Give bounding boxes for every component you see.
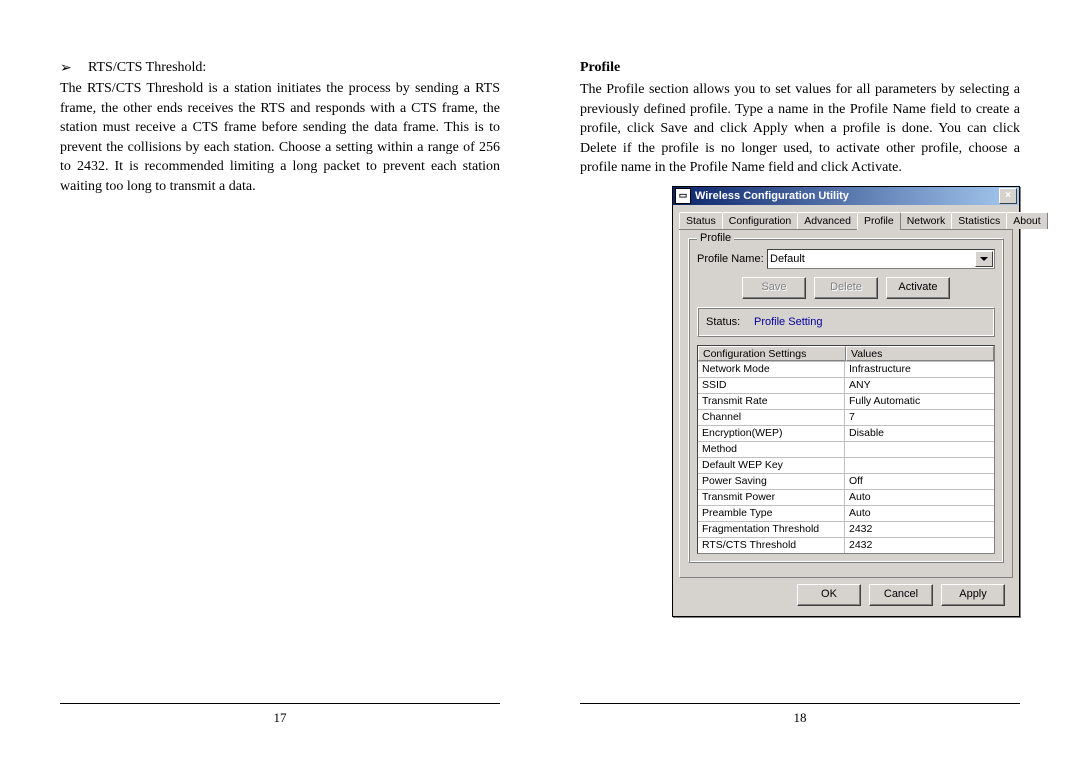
chevron-down-icon (980, 257, 988, 261)
combo-dropdown-button[interactable] (975, 251, 993, 267)
settings-grid: Configuration SettingsValuesNetwork Mode… (697, 345, 995, 554)
page-number-right: 18 (580, 710, 1020, 726)
setting-name-cell: Encryption(WEP) (698, 426, 845, 441)
tab-advanced[interactable]: Advanced (797, 212, 858, 229)
left-body-text: The RTS/CTS Threshold is a station initi… (60, 79, 500, 197)
dialog-body: StatusConfigurationAdvancedProfileNetwor… (673, 205, 1019, 616)
page-number-left: 17 (60, 710, 500, 726)
setting-value-cell: 7 (845, 410, 994, 425)
close-button[interactable]: × (999, 188, 1017, 204)
setting-value-cell (845, 458, 994, 473)
grid-row[interactable]: Transmit PowerAuto (698, 490, 994, 506)
dialog-titlebar[interactable]: ▭ Wireless Configuration Utility × (673, 187, 1019, 205)
grid-header-cell[interactable]: Values (846, 346, 994, 361)
tab-about[interactable]: About (1006, 212, 1047, 229)
grid-header-row: Configuration SettingsValues (698, 346, 994, 362)
grid-row[interactable]: RTS/CTS Threshold2432 (698, 538, 994, 553)
setting-name-cell: Default WEP Key (698, 458, 845, 473)
tab-strip: StatusConfigurationAdvancedProfileNetwor… (679, 211, 1013, 230)
tab-panel-profile: Profile Profile Name: Default Save Delet… (679, 230, 1013, 578)
bullet-label: RTS/CTS Threshold: (88, 60, 500, 77)
apply-button[interactable]: Apply (941, 584, 1005, 606)
status-box: Status: Profile Setting (697, 307, 995, 337)
grid-row[interactable]: Transmit RateFully Automatic (698, 394, 994, 410)
setting-value-cell: ANY (845, 378, 994, 393)
setting-value-cell: 2432 (845, 522, 994, 537)
tab-status[interactable]: Status (679, 212, 723, 229)
setting-name-cell: Transmit Rate (698, 394, 845, 409)
setting-value-cell: Disable (845, 426, 994, 441)
profile-name-combo[interactable]: Default (767, 249, 995, 269)
page-right: Profile The Profile section allows you t… (580, 60, 1020, 740)
tab-statistics[interactable]: Statistics (951, 212, 1007, 229)
cancel-button[interactable]: Cancel (869, 584, 933, 606)
status-value: Profile Setting (754, 316, 822, 328)
setting-value-cell: Auto (845, 490, 994, 505)
setting-name-cell: SSID (698, 378, 845, 393)
setting-name-cell: RTS/CTS Threshold (698, 538, 845, 553)
right-body-text: The Profile section allows you to set va… (580, 80, 1020, 178)
app-icon: ▭ (675, 188, 691, 204)
dialog-title: Wireless Configuration Utility (695, 190, 999, 202)
profile-groupbox: Profile Profile Name: Default Save Delet… (688, 238, 1004, 563)
setting-name-cell: Power Saving (698, 474, 845, 489)
grid-row[interactable]: Channel7 (698, 410, 994, 426)
setting-name-cell: Network Mode (698, 362, 845, 377)
grid-row[interactable]: Default WEP Key (698, 458, 994, 474)
grid-row[interactable]: Encryption(WEP)Disable (698, 426, 994, 442)
wireless-config-dialog: ▭ Wireless Configuration Utility × Statu… (672, 186, 1020, 617)
setting-value-cell: Fully Automatic (845, 394, 994, 409)
bullet-glyph: ➢ (60, 60, 88, 77)
footer-rule (580, 703, 1020, 704)
dialog-button-row: OK Cancel Apply (679, 578, 1013, 610)
groupbox-legend: Profile (697, 232, 734, 244)
grid-row[interactable]: Method (698, 442, 994, 458)
grid-row[interactable]: Power SavingOff (698, 474, 994, 490)
setting-value-cell: Auto (845, 506, 994, 521)
grid-row[interactable]: Preamble TypeAuto (698, 506, 994, 522)
close-icon: × (1005, 191, 1011, 201)
bullet-item: ➢ RTS/CTS Threshold: (60, 60, 500, 77)
profile-name-value: Default (770, 253, 805, 265)
setting-name-cell: Transmit Power (698, 490, 845, 505)
setting-name-cell: Channel (698, 410, 845, 425)
setting-value-cell (845, 442, 994, 457)
grid-row[interactable]: Network ModeInfrastructure (698, 362, 994, 378)
profile-name-label: Profile Name: (697, 253, 767, 265)
setting-value-cell: 2432 (845, 538, 994, 553)
tab-profile[interactable]: Profile (857, 212, 901, 230)
footer-rule (60, 703, 500, 704)
setting-name-cell: Method (698, 442, 845, 457)
grid-row[interactable]: Fragmentation Threshold2432 (698, 522, 994, 538)
profile-name-row: Profile Name: Default (697, 249, 995, 269)
tab-configuration[interactable]: Configuration (722, 212, 798, 229)
save-button[interactable]: Save (742, 277, 806, 299)
grid-row[interactable]: SSIDANY (698, 378, 994, 394)
activate-button[interactable]: Activate (886, 277, 950, 299)
profile-button-row: Save Delete Activate (697, 277, 995, 299)
tab-network[interactable]: Network (900, 212, 953, 229)
setting-name-cell: Fragmentation Threshold (698, 522, 845, 537)
profile-heading: Profile (580, 60, 1020, 76)
grid-header-cell[interactable]: Configuration Settings (698, 346, 846, 361)
setting-value-cell: Infrastructure (845, 362, 994, 377)
setting-name-cell: Preamble Type (698, 506, 845, 521)
ok-button[interactable]: OK (797, 584, 861, 606)
setting-value-cell: Off (845, 474, 994, 489)
page-left: ➢ RTS/CTS Threshold: The RTS/CTS Thresho… (60, 60, 500, 740)
delete-button[interactable]: Delete (814, 277, 878, 299)
status-label: Status: (706, 316, 754, 328)
